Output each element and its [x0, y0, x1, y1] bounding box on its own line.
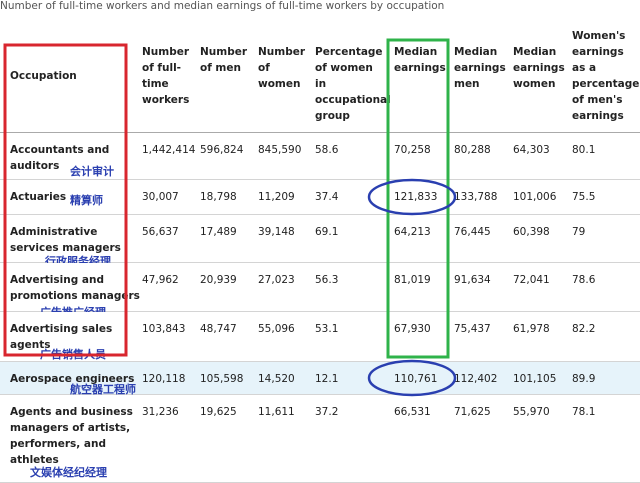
value-cell: 67,930 — [394, 323, 431, 335]
value-cell: 72,041 — [513, 274, 550, 286]
occupation-note: 广告销售人员 — [40, 348, 106, 361]
value-cell: 1,442,414 — [142, 144, 196, 156]
value-cell: 91,634 — [454, 274, 491, 286]
header-cell: Median earnings men — [454, 46, 506, 90]
table-row: Advertising sales agents 广告销售人员 103,843 48,… — [0, 312, 640, 362]
occupation: Aerospace engineers — [10, 373, 135, 385]
table-row: Aerospace engineers 航空器工程师 120,118 105,598 1… — [0, 362, 640, 396]
occupation-note: 精算师 — [70, 194, 103, 207]
value-cell: 14,520 — [258, 373, 295, 385]
table-row: Advertising and promotions managers广告推广经… — [0, 263, 640, 319]
value-cell: 11,611 — [258, 406, 295, 418]
value-cell: 55,970 — [513, 406, 550, 418]
value-cell: 58.6 — [315, 144, 339, 156]
header-cell: Occupation — [10, 70, 77, 82]
value-cell: 18,798 — [200, 191, 237, 203]
value-cell: 70,258 — [394, 144, 431, 156]
value-cell: 76,445 — [454, 226, 491, 238]
value-cell: 66,531 — [394, 406, 431, 418]
value-cell: 81,019 — [394, 274, 431, 286]
value-cell: 11,209 — [258, 191, 295, 203]
header-cell: Women's earnings as a percentage of men'… — [572, 30, 640, 122]
occupation-note: 会计审计 — [70, 165, 114, 178]
table-row: Agents and business managers of artists,… — [0, 395, 640, 483]
occupation: Administrative services managers — [10, 226, 121, 254]
value-cell: 78.6 — [572, 274, 596, 286]
value-cell: 55,096 — [258, 323, 295, 335]
value-cell: 596,824 — [200, 144, 244, 156]
value-cell: 53.1 — [315, 323, 339, 335]
occupation: Advertising and promotions managers — [10, 274, 140, 302]
header-cell: Median earnings — [394, 46, 446, 74]
value-cell: 47,962 — [142, 274, 179, 286]
value-cell: 75,437 — [454, 323, 491, 335]
value-cell: 69.1 — [315, 226, 339, 238]
value-cell: 64,303 — [513, 144, 550, 156]
value-cell: 110,761 — [394, 373, 438, 385]
value-cell: 80.1 — [572, 144, 596, 156]
value-cell: 75.5 — [572, 191, 596, 203]
value-cell: 845,590 — [258, 144, 302, 156]
value-cell: 80,288 — [454, 144, 491, 156]
value-cell: 101,105 — [513, 373, 557, 385]
value-cell: 39,148 — [258, 226, 295, 238]
value-cell: 12.1 — [315, 373, 339, 385]
caption: Number of full-time workers and median e… — [0, 0, 445, 12]
value-cell: 71,625 — [454, 406, 491, 418]
value-cell: 48,747 — [200, 323, 237, 335]
table-row: Accountants and auditors 会计审计 1,442,414 596… — [0, 133, 640, 180]
header-cell: Number of women — [258, 46, 306, 90]
value-cell: 120,118 — [142, 373, 186, 385]
header-cell: Number of men — [200, 46, 248, 74]
value-cell: 78.1 — [572, 406, 596, 418]
value-cell: 17,489 — [200, 226, 237, 238]
value-cell: 27,023 — [258, 274, 295, 286]
header-cell: Number of full-time workers — [142, 46, 190, 106]
value-cell: 64,213 — [394, 226, 431, 238]
occupation: Agents and business managers of artists,… — [10, 406, 133, 466]
header-cell: Median earnings women — [513, 46, 565, 90]
header-row: Occupation Number of full-time workers Num… — [0, 28, 640, 133]
value-cell: 121,833 — [394, 191, 438, 203]
value-cell: 112,402 — [454, 373, 498, 385]
table-row: Actuaries 精算师 30,007 18,798 11,209 37.4 121,83… — [0, 180, 640, 215]
occupation-note: 航空器工程师 — [70, 383, 136, 396]
value-cell: 105,598 — [200, 373, 244, 385]
value-cell: 61,978 — [513, 323, 550, 335]
value-cell: 89.9 — [572, 373, 596, 385]
value-cell: 19,625 — [200, 406, 237, 418]
value-cell: 56.3 — [315, 274, 339, 286]
value-cell: 30,007 — [142, 191, 179, 203]
value-cell: 56,637 — [142, 226, 179, 238]
occupation-note: 文娱体经纪经理 — [30, 466, 107, 479]
value-cell: 101,006 — [513, 191, 557, 203]
value-cell: 133,788 — [454, 191, 498, 203]
value-cell: 103,843 — [142, 323, 186, 335]
value-cell: 82.2 — [572, 323, 596, 335]
value-cell: 60,398 — [513, 226, 550, 238]
value-cell: 37.4 — [315, 191, 339, 203]
value-cell: 37.2 — [315, 406, 339, 418]
table-row: Administrative services managers 行政服务经理 56… — [0, 215, 640, 268]
value-cell: 20,939 — [200, 274, 237, 286]
value-cell: 79 — [572, 226, 586, 238]
header-cell: Percentage of women in occupational grou… — [315, 46, 391, 122]
value-cell: 31,236 — [142, 406, 179, 418]
